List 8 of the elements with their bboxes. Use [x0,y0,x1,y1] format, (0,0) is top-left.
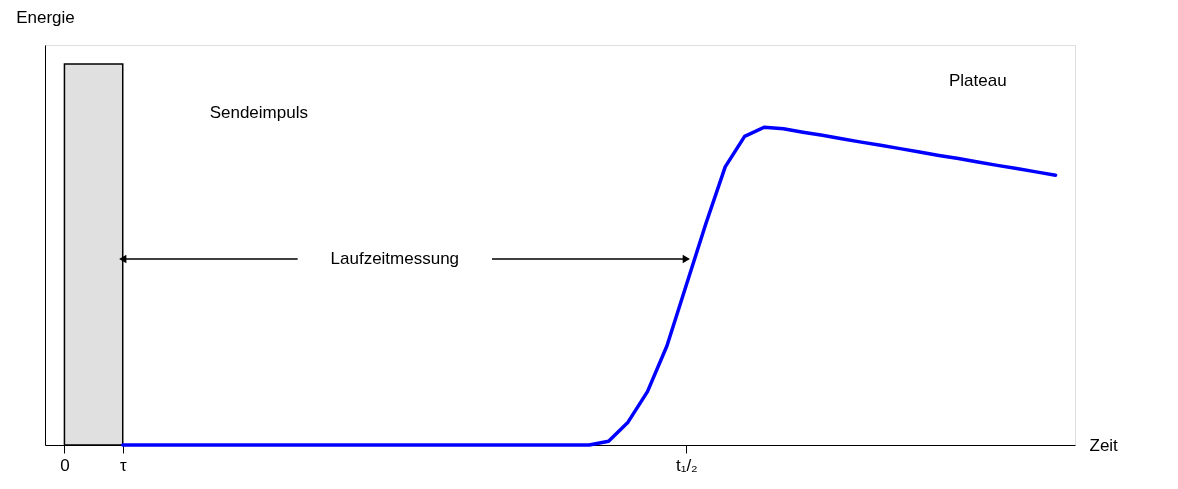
x-tick-label: 0 [60,455,70,475]
annotation: Sendeimpuls [209,103,308,122]
x-axis-title: Zeit [1089,435,1119,455]
x-tick-label: t₁/₂ [675,455,698,475]
annotation: Laufzeitmessung [330,249,460,268]
annotation: Plateau [948,71,1007,90]
x-tick-label: τ [119,455,127,475]
y-axis-title: Energie [16,7,75,27]
